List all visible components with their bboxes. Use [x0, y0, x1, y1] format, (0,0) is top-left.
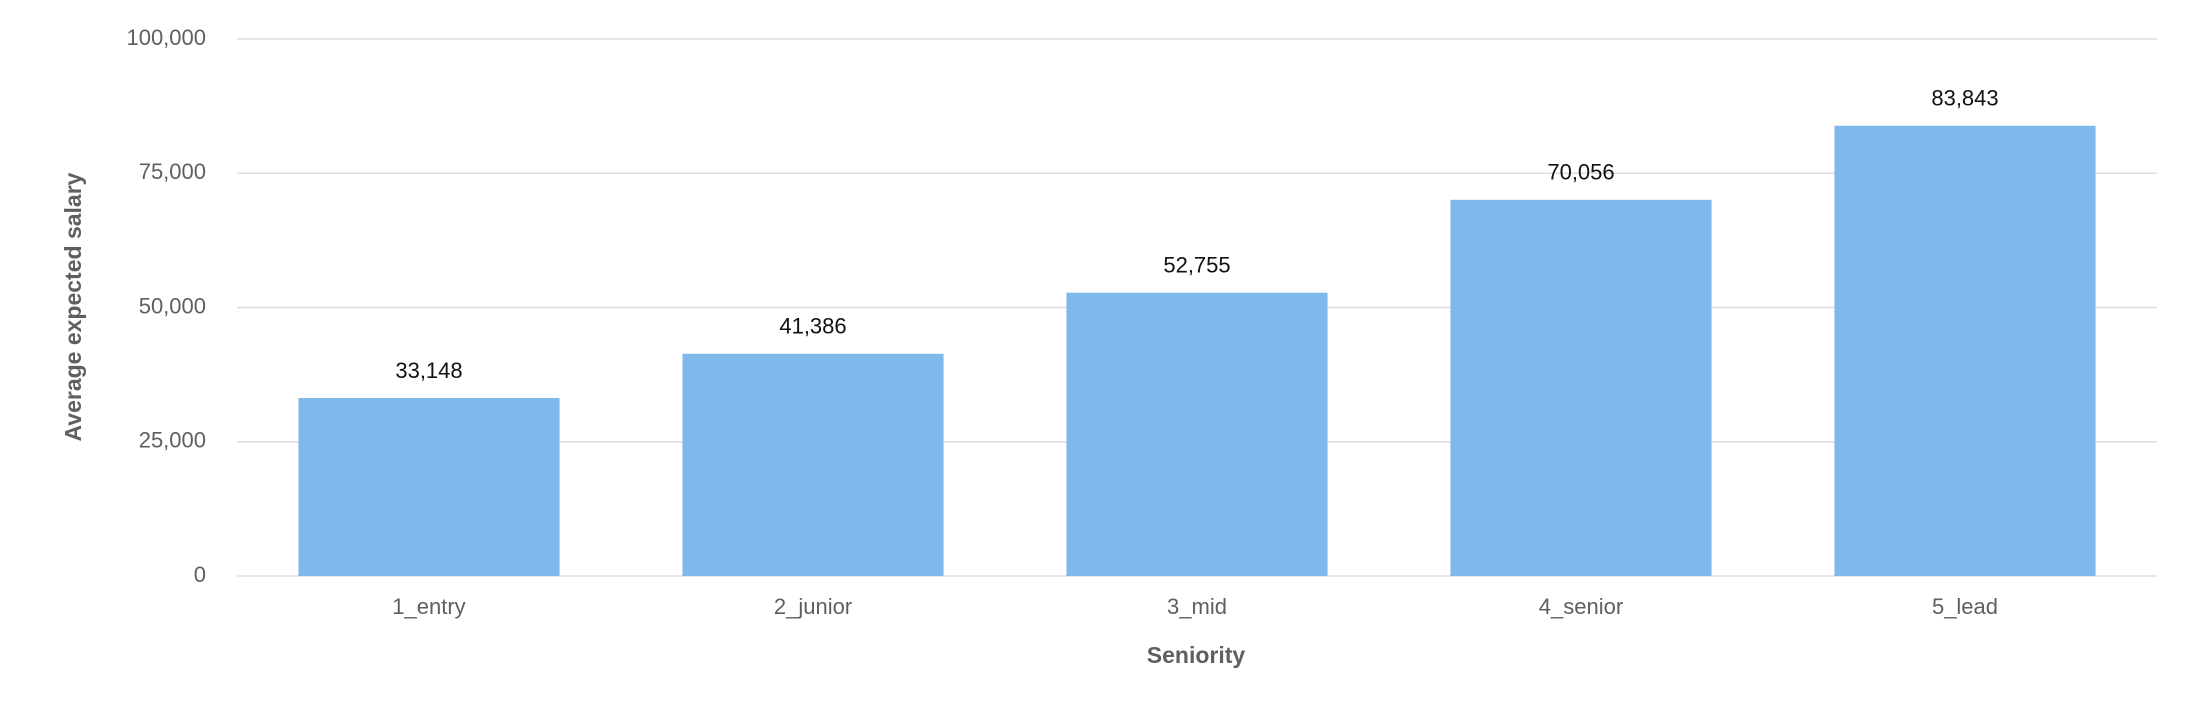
y-tick-label: 50,000 — [139, 293, 206, 318]
bar — [1450, 199, 1712, 576]
y-tick-label: 0 — [194, 562, 206, 587]
y-tick-label: 100,000 — [126, 25, 206, 50]
x-tick-label: 3_mid — [1167, 594, 1227, 619]
value-label: 41,386 — [779, 314, 846, 339]
bar — [1066, 292, 1328, 576]
bar — [682, 353, 944, 576]
x-tick-label: 1_entry — [392, 594, 465, 619]
x-tick-label: 2_junior — [774, 594, 852, 619]
value-label: 52,755 — [1163, 253, 1230, 278]
value-label: 70,056 — [1547, 160, 1614, 185]
value-label: 33,148 — [395, 358, 462, 383]
bar — [298, 397, 560, 576]
x-tick-label: 5_lead — [1932, 594, 1998, 619]
y-tick-label: 75,000 — [139, 159, 206, 184]
x-axis-title: Seniority — [1147, 642, 1246, 668]
value-label: 83,843 — [1931, 86, 1998, 111]
y-tick-label: 25,000 — [139, 428, 206, 453]
y-axis-title: Average expected salary — [60, 172, 86, 441]
x-tick-label: 4_senior — [1539, 594, 1623, 619]
bar — [1834, 125, 2096, 576]
